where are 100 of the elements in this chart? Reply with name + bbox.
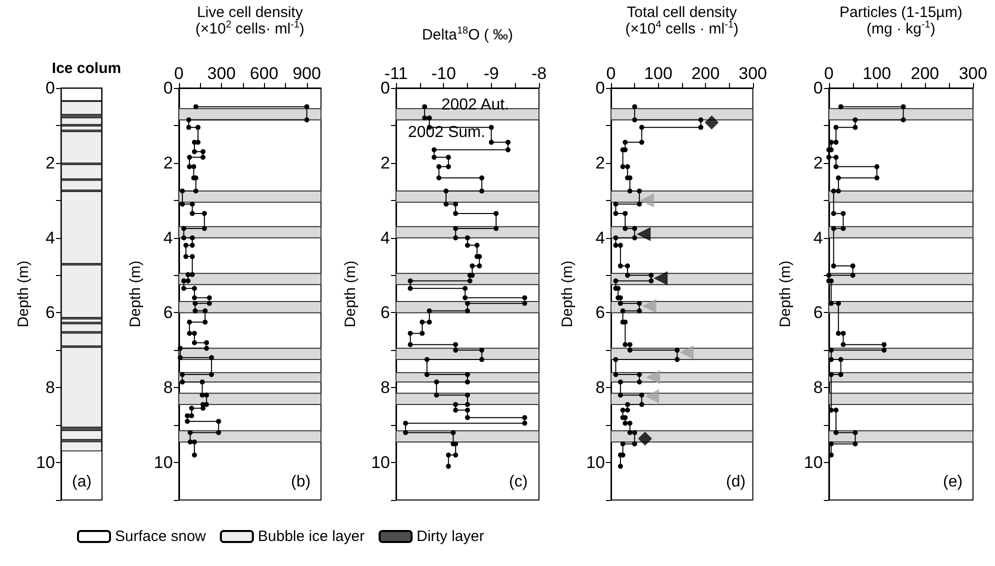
y-tick-label: 8	[596, 378, 605, 398]
y-tick-label: 0	[813, 78, 823, 98]
point	[828, 357, 834, 362]
point	[850, 263, 856, 268]
y-tick-label: 10	[36, 453, 55, 472]
y-axis-title: Depth (m)	[777, 260, 794, 328]
point	[874, 164, 880, 170]
point	[840, 330, 846, 336]
annotation: (b)	[291, 474, 311, 490]
y-tick-label: 6	[596, 303, 605, 322]
y-tick-label: 10	[371, 453, 390, 472]
x-tick-label: -10	[431, 64, 456, 83]
point	[831, 188, 836, 194]
y-tick-label: 4	[813, 228, 823, 248]
point	[831, 263, 836, 268]
legend-label: Dirty layer	[416, 528, 484, 545]
x-tick-label: 200	[691, 64, 720, 83]
y-tick-label: 6	[813, 303, 823, 322]
point	[840, 226, 846, 231]
point	[900, 117, 906, 122]
annotation: (e)	[943, 474, 963, 490]
y-tick-label: 4	[380, 228, 390, 248]
annotation: (d)	[726, 474, 746, 490]
x-tick-label: -8	[531, 64, 547, 83]
point	[826, 272, 832, 278]
point	[836, 188, 841, 194]
point	[882, 348, 887, 353]
annotation: (c)	[509, 474, 528, 490]
y-tick-label: 4	[163, 228, 173, 248]
point	[834, 154, 839, 160]
y-tick-label: 8	[380, 378, 390, 398]
point	[850, 272, 856, 278]
point	[831, 226, 836, 231]
y-axis-title: Depth (m)	[342, 260, 359, 328]
y-tick-label: 10	[154, 453, 173, 472]
point	[642, 298, 656, 313]
y-tick-label: 2	[813, 153, 823, 172]
point	[882, 342, 887, 348]
point	[838, 372, 844, 378]
chart-title: Ice colum	[52, 60, 122, 77]
y-tick-label: 6	[46, 303, 55, 322]
y-tick-label: 4	[46, 228, 55, 248]
x-tick-label: 300	[738, 64, 768, 83]
y-axis-title: Depth (m)	[559, 260, 576, 328]
point	[640, 193, 654, 208]
point	[646, 370, 660, 384]
point	[831, 210, 836, 216]
point	[836, 300, 841, 306]
y-tick-label: 0	[46, 78, 55, 98]
point	[874, 175, 880, 180]
point	[838, 104, 844, 110]
point	[654, 271, 668, 286]
x-tick-label: 600	[250, 64, 278, 83]
y-tick-label: 2	[163, 153, 173, 172]
point	[852, 124, 858, 130]
x-tick-label: 300	[958, 64, 988, 83]
y-tick-label: 6	[163, 303, 173, 322]
point	[828, 300, 834, 306]
x-tick-label: -9	[484, 64, 499, 83]
point	[840, 342, 846, 348]
point	[834, 430, 839, 436]
y-tick-label: 8	[46, 378, 55, 398]
y-tick-label: 10	[586, 453, 605, 472]
point	[852, 117, 858, 122]
point	[704, 115, 719, 130]
x-tick-label: 300	[207, 64, 236, 83]
y-tick-label: 2	[380, 153, 390, 172]
y-tick-label: 2	[596, 153, 605, 172]
point	[900, 104, 906, 110]
legend-label: Bubble ice layer	[258, 528, 365, 545]
annotation: (a)	[72, 474, 92, 490]
y-tick-label: 2	[46, 153, 55, 172]
x-tick-label: 900	[292, 64, 321, 83]
point	[828, 348, 834, 353]
point	[828, 441, 834, 446]
point	[836, 175, 841, 180]
legend-label: Surface snow	[115, 528, 206, 545]
point	[826, 154, 832, 160]
y-tick-label: 0	[596, 78, 605, 98]
y-axis-title: Depth (m)	[15, 260, 32, 328]
y-tick-label: 0	[163, 78, 173, 98]
point	[834, 140, 839, 145]
x-tick-label: 200	[910, 64, 940, 83]
point	[645, 389, 660, 404]
x-tick-label: 100	[862, 64, 892, 83]
y-axis-title: Depth (m)	[127, 260, 144, 328]
point	[834, 408, 839, 413]
y-tick-label: 10	[804, 453, 823, 472]
point	[852, 441, 858, 446]
point	[852, 430, 858, 436]
x-tick-label: 100	[644, 64, 672, 83]
point	[840, 210, 846, 216]
point	[834, 124, 839, 130]
point	[834, 164, 839, 170]
point	[828, 372, 834, 378]
point	[636, 227, 651, 242]
y-tick-label: 8	[163, 378, 173, 398]
point	[680, 345, 694, 360]
point	[638, 432, 652, 446]
y-tick-label: 8	[813, 378, 823, 398]
